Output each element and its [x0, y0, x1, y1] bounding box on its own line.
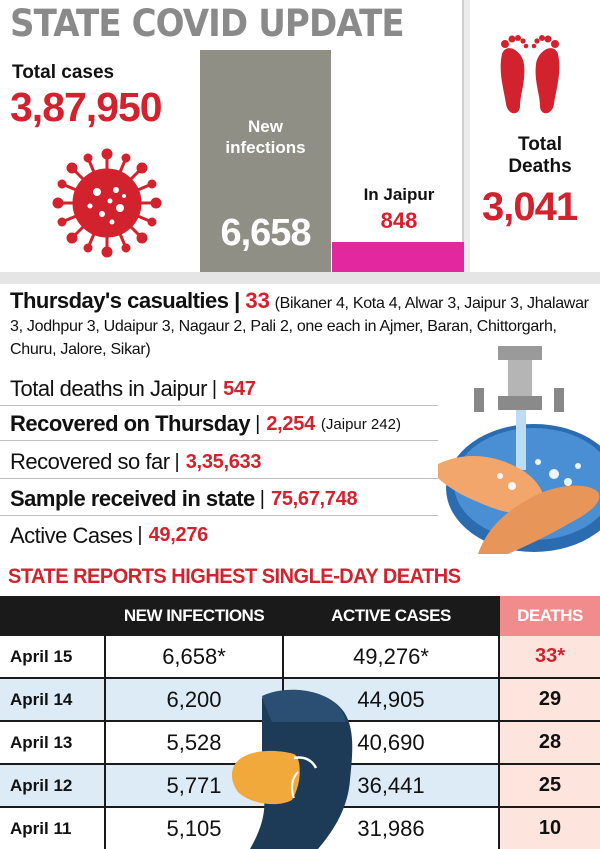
new-infections-value: 6,658	[220, 212, 311, 254]
deaths-table: NEW INFECTIONS ACTIVE CASES DEATHS April…	[0, 596, 600, 849]
row-new-infections: 6,658*	[106, 636, 282, 679]
row-active-cases: 40,690	[284, 722, 498, 765]
footprints-icon	[500, 35, 560, 114]
total-deaths-label: Total Deaths	[508, 134, 572, 177]
jaipur-bar	[332, 242, 464, 272]
row-deaths: 10	[500, 808, 600, 849]
total-cases-label: Total cases	[12, 62, 115, 83]
casualties-label: Thursday's casualties	[10, 288, 229, 313]
jaipur-value: 848	[380, 208, 418, 233]
row-date: April 15	[0, 636, 104, 679]
header-deaths: DEATHS	[500, 596, 600, 636]
row-new-infections: 5,528	[106, 722, 282, 765]
total-deaths-value: 3,041	[482, 185, 578, 229]
row-date: April 13	[0, 722, 104, 765]
detail-row: Recovered so far | 3,35,633	[0, 446, 438, 479]
jaipur-label: In Jaipur	[363, 185, 435, 204]
col-divider	[498, 596, 500, 849]
page-title: STATE COVID UPDATE	[10, 2, 405, 45]
casualties-breakdown: (Bikaner 4, Kota 4, Alwar 3, Jaipur 3, J…	[10, 295, 589, 358]
detail-row: Sample received in state | 75,67,748	[0, 483, 438, 516]
row-new-infections: 5,105	[106, 808, 282, 849]
row-deaths: 29	[500, 679, 600, 722]
covid-summary-panel: STATE COVID UPDATE Total cases 3,87,950	[0, 0, 600, 272]
row-new-infections: 5,771	[106, 765, 282, 808]
row-active-cases: 36,441	[284, 765, 498, 808]
virus-icon	[52, 148, 162, 258]
row-deaths: 28	[500, 722, 600, 765]
detail-row: Active Cases | 49,276	[0, 519, 438, 552]
header-new-infections: NEW INFECTIONS	[106, 596, 282, 636]
header-active-cases: ACTIVE CASES	[284, 596, 498, 636]
col-divider	[104, 596, 106, 849]
detail-row: Recovered on Thursday | 2,254 (Jaipur 242)	[0, 408, 438, 441]
detail-row: Total deaths in Jaipur | 547	[0, 373, 438, 406]
new-infections-box: New infections 6,658	[200, 50, 331, 272]
table-title: STATE REPORTS HIGHEST SINGLE-DAY DEATHS	[8, 565, 461, 588]
handwash-icon	[438, 346, 600, 554]
row-deaths: 25	[500, 765, 600, 808]
row-deaths: 33*	[500, 636, 600, 679]
row-date: April 11	[0, 808, 104, 849]
row-active-cases: 44,905	[284, 679, 498, 722]
section-divider	[0, 272, 600, 284]
total-cases-value: 3,87,950	[10, 84, 163, 130]
details-section: Thursday's casualties | 33 (Bikaner 4, K…	[0, 284, 600, 554]
row-active-cases: 49,276*	[284, 636, 498, 679]
summary-left: STATE COVID UPDATE Total cases 3,87,950	[0, 0, 464, 272]
row-date: April 14	[0, 679, 104, 722]
row-new-infections: 6,200	[106, 679, 282, 722]
table-row: April 15 6,658* 49,276* 33*	[0, 636, 600, 679]
casualties-paragraph: Thursday's casualties | 33 (Bikaner 4, K…	[10, 288, 589, 359]
row-date: April 12	[0, 765, 104, 808]
header-date	[0, 596, 104, 636]
new-infections-label: New infections	[225, 117, 306, 157]
summary-right: Total Deaths 3,041	[470, 0, 600, 272]
masked-face-icon	[232, 689, 353, 849]
row-active-cases: 31,986	[284, 808, 498, 849]
casualties-value: 33	[245, 288, 270, 313]
